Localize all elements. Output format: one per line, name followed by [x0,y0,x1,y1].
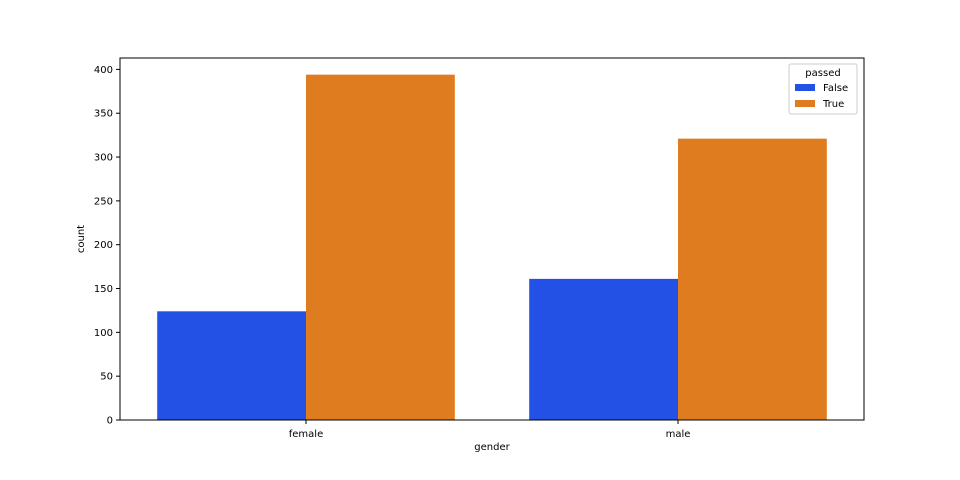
legend-label-false: False [823,83,848,94]
legend-swatch-true [795,100,815,107]
y-tick-label: 100 [94,328,113,339]
y-tick-label: 250 [94,196,113,207]
y-tick-label: 50 [100,372,113,383]
legend-items: False True [795,83,848,110]
bar-female-true [306,74,455,421]
x-tick-label: female [289,429,323,440]
x-axis-ticks: female male [289,420,691,440]
y-tick-label: 400 [94,65,113,76]
legend-label-true: True [822,99,844,110]
y-tick-label: 0 [107,416,113,427]
legend-swatch-false [795,84,815,91]
bar-male-true [678,138,827,420]
y-tick-label: 200 [94,240,113,251]
y-axis-label: count [76,225,87,253]
y-tick-label: 150 [94,284,113,295]
bars-group [157,74,827,421]
plot-frame [119,57,865,421]
bar-female-false [157,311,306,420]
x-axis-label: gender [474,442,510,453]
x-tick-label: male [666,429,691,440]
y-tick-label: 300 [94,153,113,164]
bar-male-false [529,278,678,420]
y-tick-label: 350 [94,109,113,120]
legend-title: passed [805,68,840,79]
legend: passed False True [788,63,858,115]
y-axis-ticks: 0 50 100 150 200 250 300 350 400 [94,65,120,427]
